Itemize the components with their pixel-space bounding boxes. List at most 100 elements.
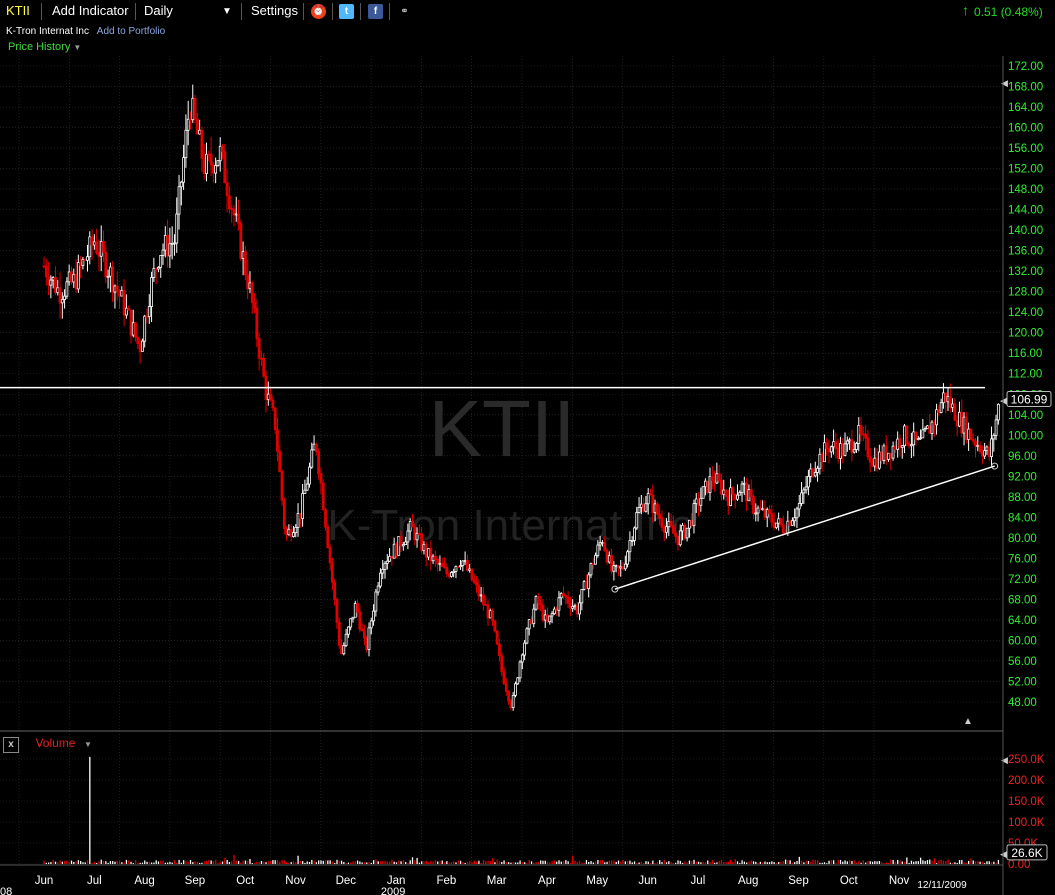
candle-body [423,545,425,551]
volume-bar [563,861,564,864]
volume-bar [291,862,292,864]
chevron-down-icon[interactable]: ▼ [84,740,92,749]
close-icon[interactable]: x [3,737,19,753]
price-tick-label: 80.00 [1008,533,1037,545]
volume-bar [124,862,125,864]
volume-bar [584,863,585,864]
volume-bar [444,862,445,864]
candle-body [331,563,333,582]
volume-bar [863,860,864,864]
candle-body [794,518,796,521]
volume-bar [835,863,836,864]
candle-body [466,561,468,571]
candle-body [414,527,416,540]
volume-bar [162,861,163,864]
volume-bar [973,860,974,864]
candle-body [620,567,622,568]
volume-bar [270,861,271,864]
volume-bar [85,862,86,864]
candle-body [542,605,544,620]
candle-body [993,435,995,439]
candle-body [537,597,539,603]
add-indicator-button[interactable]: Add Indicator [52,3,129,18]
candle-body [762,509,764,510]
candle-body [148,307,150,317]
candle-body [476,582,478,585]
volume-bar [748,861,749,864]
volume-bar [160,861,161,864]
volume-bar [334,863,335,864]
volume-bar [352,861,353,864]
volume-bar [554,860,555,864]
volume-bar [998,860,999,864]
candle-body [144,316,146,341]
price-tick-label: 60.00 [1008,635,1037,647]
volume-bar [137,863,138,864]
symbol-field[interactable]: KTII [6,3,30,18]
candle-body [862,434,864,435]
candle-body [70,272,72,282]
candle-body [432,556,434,561]
candle-body [707,481,709,492]
volume-bar [101,860,102,864]
volume-bar [114,862,115,864]
price-history-label: Price History [8,41,70,53]
collapse-triangle-icon[interactable]: ▲ [963,716,973,727]
volume-bar [817,860,818,864]
binoculars-icon[interactable]: ⚭ [397,4,412,19]
volume-bar [634,861,635,864]
volume-bar [176,863,177,864]
volume-bar [954,862,955,864]
candle-body [338,623,340,646]
volume-bar [938,860,939,864]
facebook-icon[interactable]: f [368,4,383,19]
candle-body [624,564,626,569]
candle-body [395,544,397,555]
candle-body [189,119,191,120]
candle-body [494,621,496,631]
candle-body [668,521,670,526]
candle-body [913,432,915,445]
add-to-portfolio-link[interactable]: Add to Portfolio [97,26,165,37]
volume-bar [945,861,946,864]
candle-body [732,488,734,494]
candle-body [508,691,510,700]
volume-bar [707,861,708,864]
volume-bar [968,861,969,864]
volume-bar [975,861,976,864]
candle-body [510,701,512,708]
interval-select[interactable]: Daily [144,3,173,18]
volume-bar [801,860,802,864]
volume-bar [220,862,221,864]
candle-body [883,446,885,461]
volume-bar [616,862,617,864]
candle-body [926,426,928,429]
price-history-menu[interactable]: Price History ▼ [8,41,81,53]
settings-button[interactable]: Settings [251,3,298,18]
alarm-clock-icon[interactable]: ⏰ [311,4,326,19]
candle-body [84,259,86,260]
scroll-left-icon: ◀ [1001,78,1008,88]
volume-bar [666,862,667,864]
interval-dropdown-icon[interactable]: ▼ [222,6,232,17]
candle-body [141,341,143,351]
volume-bar [233,855,234,864]
volume-bar [208,860,209,864]
candle-body [137,337,139,343]
volume-bar [151,863,152,864]
volume-bar [311,860,312,864]
candle-body [775,523,777,527]
volume-bar [222,862,223,864]
volume-bar [767,862,768,864]
twitter-icon[interactable]: t [339,4,354,19]
candle-body [803,490,805,493]
price-chart[interactable]: KTII K-Tron Internat Inc 48.0052.0056.00… [0,56,1055,895]
candle-body [281,472,283,501]
volume-bar [780,862,781,864]
volume-bar [531,861,532,864]
candle-body [995,420,997,435]
volume-bar [332,862,333,864]
price-tick-label: 168.00 [1008,82,1043,94]
volume-bar [826,863,827,864]
candle-body [235,214,237,215]
